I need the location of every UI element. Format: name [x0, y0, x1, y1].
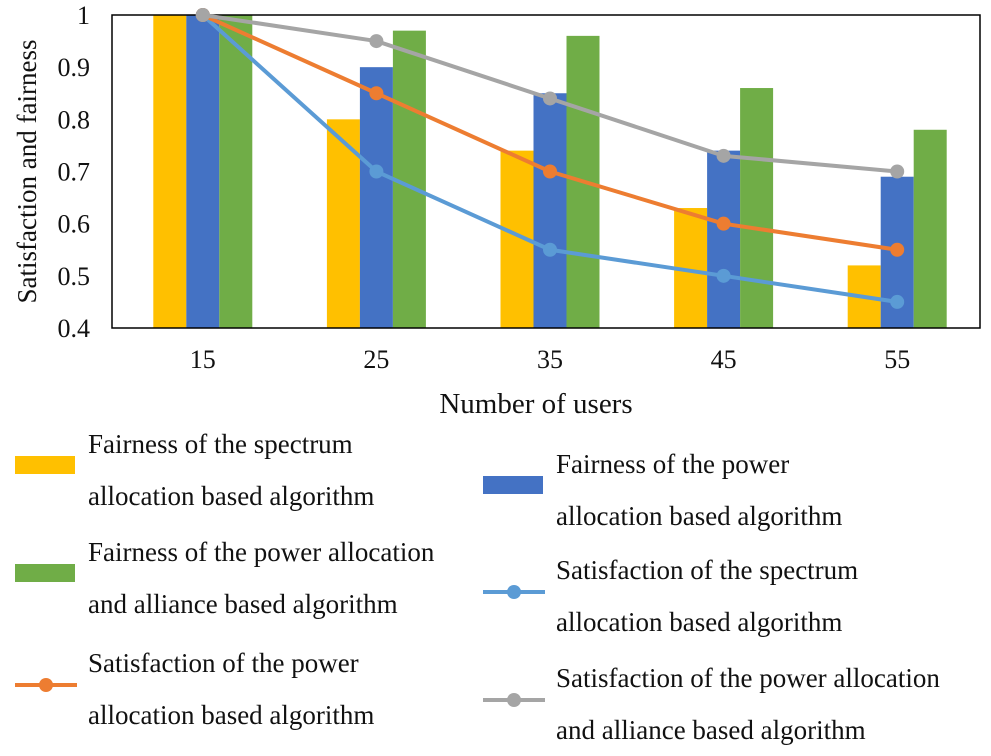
legend-label-line: allocation based algorithm — [556, 501, 843, 531]
line-2-point-55 — [890, 242, 905, 257]
legend-label-line: Fairness of the power — [556, 449, 790, 479]
line-1-point-25 — [369, 164, 384, 179]
y-tick-label: 0.7 — [58, 158, 91, 187]
legend-label-line: and alliance based algorithm — [88, 589, 398, 619]
plot-frame — [111, 14, 981, 329]
lines-layer — [195, 8, 905, 309]
legend-label-line: Satisfaction of the power allocation — [556, 663, 940, 693]
x-tick-label: 55 — [884, 345, 910, 374]
legend-label-line: and alliance based algorithm — [556, 715, 866, 745]
y-tick-labels: 0.4 0.5 0.6 0.7 0.8 0.9 1 — [58, 1, 91, 343]
bar-2-35 — [533, 93, 567, 328]
legend-swatch-bar — [483, 476, 543, 494]
bar-3-15 — [219, 15, 253, 328]
y-tick-label: 1 — [77, 1, 90, 30]
y-tick-label: 0.8 — [58, 105, 91, 134]
line-2-point-25 — [369, 86, 384, 101]
legend-label-line: Satisfaction of the spectrum — [556, 555, 859, 585]
bar-3-55 — [913, 129, 947, 328]
y-tick-label: 0.6 — [58, 210, 91, 239]
x-tick-labels: 15 25 35 45 55 — [190, 345, 910, 374]
line-1-point-35 — [543, 242, 557, 257]
bar-1-15 — [153, 15, 187, 328]
bar-2-45 — [707, 150, 741, 328]
chart: 0.4 0.5 0.6 0.7 0.8 0.9 1 15 25 35 45 55 Satisfact… — [12, 1, 981, 420]
y-axis-label: Satisfaction and fairness — [12, 40, 42, 304]
line-3-point-45 — [716, 148, 731, 163]
y-tick-label: 0.9 — [58, 53, 91, 82]
x-tick-label: 25 — [363, 345, 389, 374]
line-3-point-35 — [543, 91, 557, 106]
x-tick-label: 15 — [190, 345, 216, 374]
line-3-point-25 — [369, 34, 384, 49]
legend-swatch-line — [15, 675, 77, 695]
x-tick-label: 45 — [711, 345, 737, 374]
x-axis-label: Number of users — [439, 388, 632, 420]
legend-swatch-bar — [15, 456, 75, 474]
y-tick-label: 0.5 — [58, 262, 91, 291]
line-3-point-55 — [890, 164, 905, 179]
legend-label-line: allocation based algorithm — [88, 700, 375, 730]
legend-swatch-line — [483, 582, 545, 602]
legend-swatch-line — [483, 690, 545, 710]
y-tick-label: 0.4 — [58, 314, 91, 343]
legend-label-line: Fairness of the power allocation — [88, 537, 435, 567]
bar-2-15 — [186, 15, 220, 328]
legend-label-line: Fairness of the spectrum — [88, 429, 353, 459]
line-2-point-45 — [716, 216, 731, 231]
legend-label-line: allocation based algorithm — [88, 481, 375, 511]
bar-2-25 — [359, 67, 393, 329]
line-2-point-35 — [543, 164, 557, 179]
line-3-point-15 — [195, 8, 210, 22]
legend-label-line: allocation based algorithm — [556, 607, 843, 637]
bar-3-45 — [740, 88, 774, 329]
line-1-point-45 — [716, 268, 731, 283]
legend-swatch-bar — [15, 564, 75, 582]
legend-label-line: Satisfaction of the power — [88, 648, 359, 678]
x-tick-label: 35 — [537, 345, 563, 374]
line-1-point-55 — [890, 294, 905, 309]
